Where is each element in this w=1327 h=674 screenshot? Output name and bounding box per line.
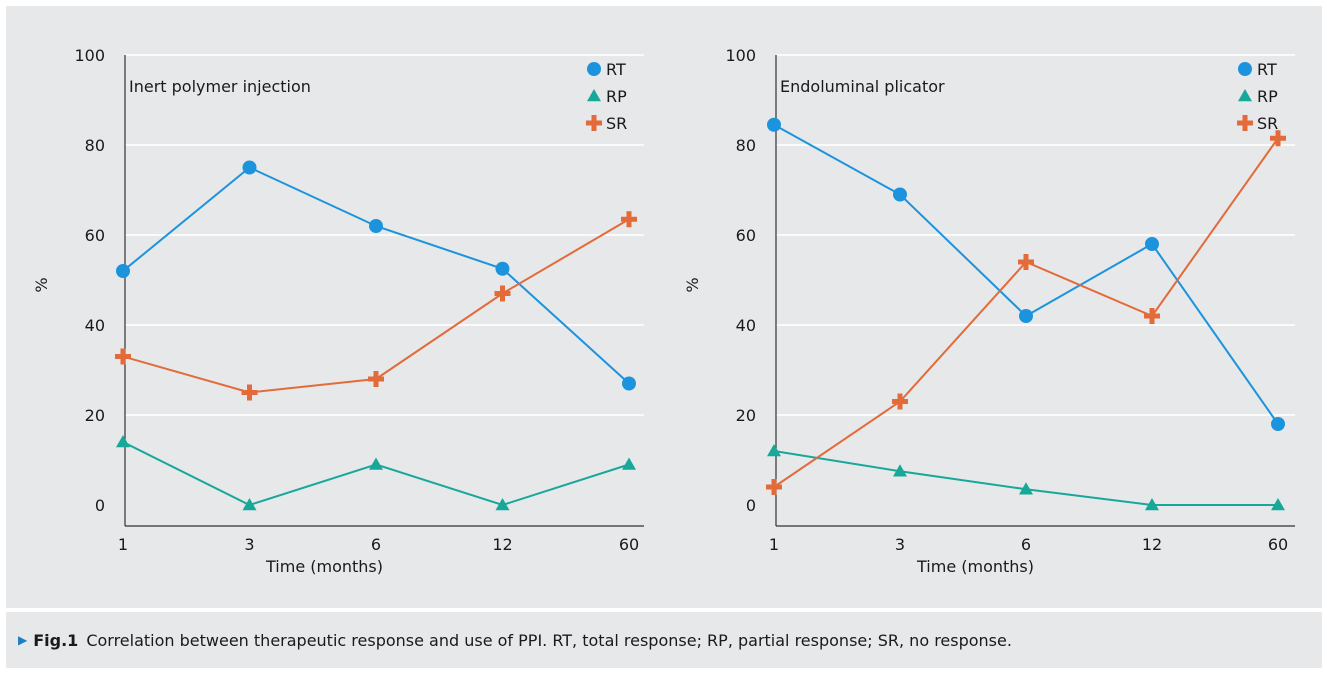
chart-1-series-line-sr bbox=[122, 218, 630, 394]
chart-1-xtick-label: 1 bbox=[118, 535, 128, 554]
chart-2: 0 20 40 60 80 100 1 3 6 12 60 Time (months)% Endolum… bbox=[683, 46, 1295, 576]
chart-2-title: Endoluminal plicator bbox=[780, 77, 945, 96]
chart-2-point-sr bbox=[1144, 308, 1160, 324]
chart-2-point-rt bbox=[767, 117, 781, 132]
chart-1-point-rt bbox=[369, 219, 383, 233]
chart-2-ytick-label: 20 bbox=[736, 406, 756, 425]
chart-2-point-rt bbox=[893, 187, 907, 202]
chart-1-point-sr bbox=[621, 211, 637, 228]
chart-2-point-rp bbox=[893, 464, 907, 477]
chart-1-point-sr bbox=[368, 371, 384, 387]
chart-1-series-line-rt bbox=[122, 166, 630, 385]
chart-1-legend-marker-rt bbox=[587, 62, 601, 76]
chart-1-xtick-label: 6 bbox=[371, 535, 381, 554]
caption-label: Fig.1 bbox=[33, 630, 79, 650]
chart-1-point-rp bbox=[622, 457, 636, 470]
chart-2-legend-label-rp: RP bbox=[1257, 87, 1278, 106]
chart-2-legend-marker-rp bbox=[1238, 89, 1252, 102]
chart-1-xtick-label: 3 bbox=[244, 535, 254, 554]
chart-2-point-rp bbox=[1271, 498, 1285, 511]
chart-1-point-sr bbox=[115, 348, 131, 365]
chart-2-point-sr bbox=[766, 479, 782, 495]
chart-1-point-rt bbox=[242, 160, 257, 175]
chart-2-ytick-label: 0 bbox=[746, 496, 756, 515]
chart-2-xtick-label: 3 bbox=[895, 535, 905, 554]
chart-1: 0 20 40 60 80 100 1 3 6 12 60 Time (months)% Inert p… bbox=[32, 46, 644, 576]
chart-1-point-rp bbox=[369, 457, 383, 470]
chart-2-point-rp bbox=[1145, 498, 1159, 511]
chart-1-legend-label-sr: SR bbox=[606, 114, 627, 133]
chart-1-point-sr bbox=[494, 285, 511, 302]
chart-2-y-axis-label: % bbox=[683, 277, 702, 292]
chart-1-point-rp bbox=[242, 498, 257, 511]
chart-1-ytick-label: 0 bbox=[95, 496, 105, 515]
figure-caption: ▶ Fig.1 Correlation between therapeutic … bbox=[6, 612, 1322, 668]
chart-2-point-rp bbox=[767, 444, 781, 457]
chart-1-point-rp bbox=[116, 435, 130, 448]
chart-2-point-rt bbox=[1145, 237, 1159, 251]
chart-1-ytick-label: 80 bbox=[85, 136, 105, 155]
chart-1-point-rt bbox=[495, 261, 510, 276]
chart-2-legend-label-sr: SR bbox=[1257, 114, 1278, 133]
chart-1-point-rt bbox=[622, 376, 636, 391]
chart-1-ytick-label: 100 bbox=[74, 46, 105, 65]
chart-1-legend-marker-sr bbox=[586, 115, 602, 131]
chart-2-legend-marker-sr bbox=[1237, 115, 1253, 131]
chart-2-point-rp bbox=[1019, 482, 1033, 495]
chart-1-title: Inert polymer injection bbox=[129, 77, 311, 96]
chart-1-xtick-label: 60 bbox=[619, 535, 639, 554]
chart-2-ytick-label: 40 bbox=[736, 316, 756, 335]
chart-2-ytick-label: 100 bbox=[725, 46, 756, 65]
chart-2-ytick-label: 60 bbox=[736, 226, 756, 245]
chart-2-xtick-label: 12 bbox=[1142, 535, 1162, 554]
chart-1-point-rt bbox=[116, 264, 130, 278]
caption-arrow-icon: ▶ bbox=[18, 633, 28, 647]
chart-2-series-line-rt bbox=[773, 123, 1279, 425]
chart-1-point-rp bbox=[495, 498, 510, 511]
chart-2-legend-marker-rt bbox=[1238, 62, 1252, 76]
chart-2-x-axis-label: Time (months) bbox=[916, 557, 1034, 576]
chart-2-point-rt bbox=[1019, 309, 1033, 323]
chart-2-point-sr bbox=[1270, 130, 1286, 147]
caption-text: Correlation between therapeutic response… bbox=[86, 630, 1012, 650]
chart-2-xtick-label: 60 bbox=[1268, 535, 1288, 554]
chart-1-y-axis-label: % bbox=[32, 277, 51, 292]
chart-1-ytick-label: 60 bbox=[85, 226, 105, 245]
chart-2-legend-label-rt: RT bbox=[1257, 60, 1277, 79]
chart-2-point-sr bbox=[892, 393, 908, 410]
chart-1-point-sr bbox=[241, 384, 258, 401]
chart-2-xtick-label: 6 bbox=[1021, 535, 1031, 554]
chart-2-series-line-rp bbox=[773, 450, 1278, 506]
figure-panel: 0 20 40 60 80 100 1 3 6 12 60 Time (months)% Inert p… bbox=[6, 6, 1322, 608]
chart-1-legend-marker-rp bbox=[587, 89, 601, 102]
chart-1-ytick-label: 20 bbox=[85, 406, 105, 425]
chart-2-xtick-label: 1 bbox=[769, 535, 779, 554]
chart-1-series-line-rp bbox=[122, 441, 630, 507]
chart-2-point-rt bbox=[1271, 417, 1285, 431]
chart-1-legend-label-rt: RT bbox=[606, 60, 626, 79]
chart-1-ytick-label: 40 bbox=[85, 316, 105, 335]
chart-1-x-axis-label: Time (months) bbox=[265, 557, 383, 576]
chart-2-ytick-label: 80 bbox=[736, 136, 756, 155]
chart-2-point-sr bbox=[1018, 254, 1034, 270]
chart-1-xtick-label: 12 bbox=[492, 535, 512, 554]
chart-1-legend-label-rp: RP bbox=[606, 87, 627, 106]
